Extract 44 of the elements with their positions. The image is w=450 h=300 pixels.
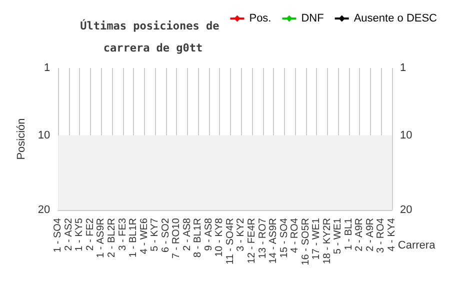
x-tick-label: 14 - AS9R: [268, 218, 280, 264]
y2-tick-label: 1: [400, 62, 406, 74]
x-tick-label: 17 - WE1: [311, 218, 322, 260]
y-tick-label: 20: [38, 204, 50, 216]
chart-title: Últimas posiciones de carrera de g0tt: [80, 18, 226, 54]
y2-tick-label: 10: [400, 129, 412, 142]
x-tick-label: 4 - RO4: [290, 218, 301, 254]
x-axis-title: Carrera: [398, 240, 436, 252]
x-tick-label: 6 - SO2: [160, 218, 172, 252]
x-tick-label: 2 - AS2: [63, 218, 74, 251]
x-tick-label: 10 - KY8: [214, 218, 226, 257]
legend-label: Pos.: [249, 12, 272, 24]
x-tick-label: 11 - SO4R: [224, 218, 236, 264]
x-tick-label: 18 - KY2R: [322, 218, 333, 264]
x-tick-label: 1 - AS9R: [96, 218, 107, 258]
x-tick-label: 1 - BL1: [343, 218, 354, 250]
x-tick-label: 5 - KY7: [150, 218, 161, 252]
x-tick-label: 3 - KY2: [236, 218, 247, 252]
x-tick-label: 2 - BL2R: [106, 218, 118, 258]
x-tick-label: 3 - FE3: [117, 218, 128, 251]
x-tick-label: 9 - AS8: [203, 218, 214, 251]
x-tick-label: 2 - FE2: [84, 218, 96, 251]
y-axis-title: Posición: [16, 118, 28, 160]
x-tick-label: 2 - AS8: [182, 218, 193, 251]
x-tick-label: 2 - A9R: [364, 218, 376, 252]
legend-label: DNF: [301, 12, 324, 24]
x-tick-label: 16 - SO5R: [300, 218, 312, 266]
x-tick-label: 3 - RO4: [376, 218, 387, 254]
x-tick-label: 15 - SO4: [278, 218, 290, 258]
x-tick-label: 1 - BL1R: [128, 218, 140, 258]
x-tick-label: 1 - KY5: [74, 218, 86, 252]
x-tick-label: 12 - FE4R: [246, 218, 258, 264]
y2-tick-label: 20: [400, 204, 412, 216]
x-tick-label: 13 - RO7: [257, 218, 268, 259]
x-tick-label: 4 - WE6: [138, 218, 150, 254]
y-tick-label: 1: [44, 62, 50, 74]
legend-label: Ausente o DESC: [354, 12, 438, 24]
x-tick-label: 5 - WE1: [332, 218, 344, 254]
x-tick-label: 2 - A9R: [354, 218, 366, 252]
x-tick-label: 8 - BL1R: [192, 218, 204, 258]
x-tick-label: 7 - RO10: [171, 218, 182, 259]
x-tick-label: 1 - SO4: [52, 218, 64, 252]
y-tick-label: 10: [38, 129, 50, 142]
x-tick-label: 4 - KY4: [386, 218, 398, 252]
